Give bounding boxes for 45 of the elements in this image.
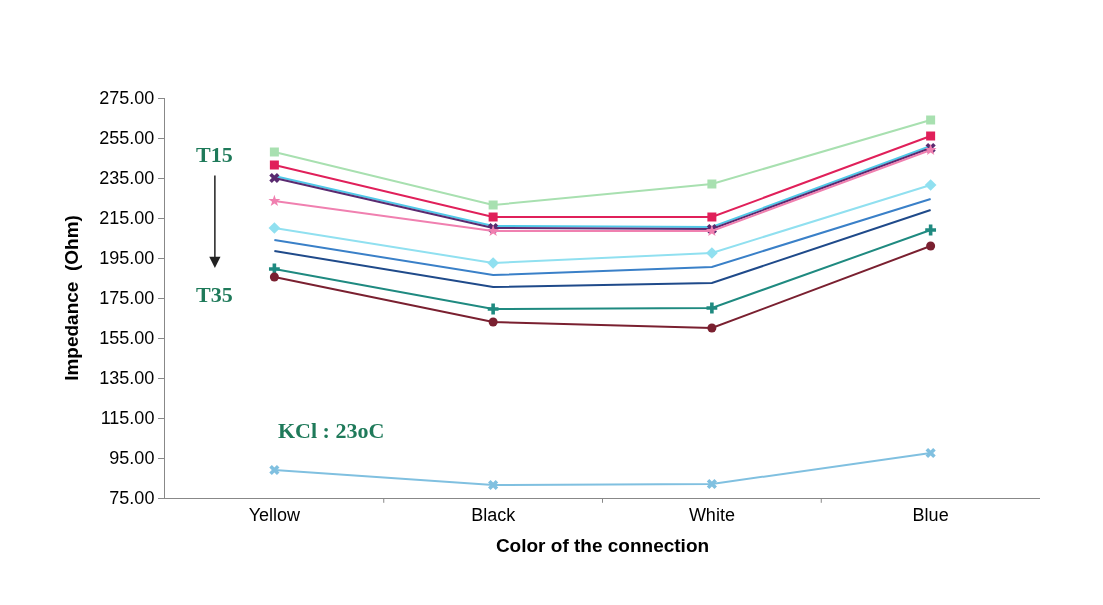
- y-tick-label: 95.00: [109, 448, 155, 469]
- point: [269, 147, 279, 157]
- point: [706, 478, 717, 490]
- point: [269, 272, 279, 282]
- y-tick-label: 255.00: [99, 128, 155, 149]
- y-tick-label: 215.00: [99, 208, 155, 229]
- annotation: T15: [196, 142, 233, 167]
- x-tick-label: Black: [471, 504, 517, 525]
- point: [488, 317, 498, 327]
- point: [268, 194, 281, 207]
- y-tick-label: 135.00: [99, 368, 155, 389]
- point: [707, 179, 717, 189]
- y-tick-label: 75.00: [109, 488, 155, 509]
- point: [269, 160, 279, 170]
- point: [488, 479, 499, 491]
- annotation: T35: [196, 282, 233, 307]
- x-tick-label: Blue: [912, 504, 949, 525]
- point: [488, 212, 498, 222]
- point: [268, 222, 281, 234]
- point: [925, 224, 937, 236]
- point: [269, 464, 280, 476]
- y-axis-title: Impedance (Ohm): [61, 215, 83, 381]
- y-tick-label: 115.00: [100, 408, 155, 429]
- point: [926, 115, 936, 125]
- annotation: KCl : 23oC: [278, 418, 385, 443]
- line-series: [273, 209, 932, 288]
- y-tick-label: 275.00: [99, 88, 155, 109]
- point: [487, 303, 499, 315]
- point: [707, 212, 717, 222]
- y-tick-label: 175.00: [99, 288, 155, 309]
- point: [926, 241, 936, 251]
- x-axis-title: Color of the connection: [495, 535, 710, 557]
- line-series: [273, 198, 932, 276]
- point: [488, 200, 498, 210]
- point: [924, 179, 937, 191]
- y-tick-label: 155.00: [99, 328, 155, 349]
- y-tick-label: 195.00: [99, 248, 155, 269]
- point: [925, 447, 936, 459]
- point: [706, 302, 718, 314]
- point: [707, 323, 717, 333]
- point: [926, 131, 936, 141]
- x-tick-label: Yellow: [248, 504, 302, 525]
- point: [269, 172, 280, 184]
- y-tick-label: 235.00: [99, 168, 155, 189]
- x-tick-label: White: [688, 504, 735, 525]
